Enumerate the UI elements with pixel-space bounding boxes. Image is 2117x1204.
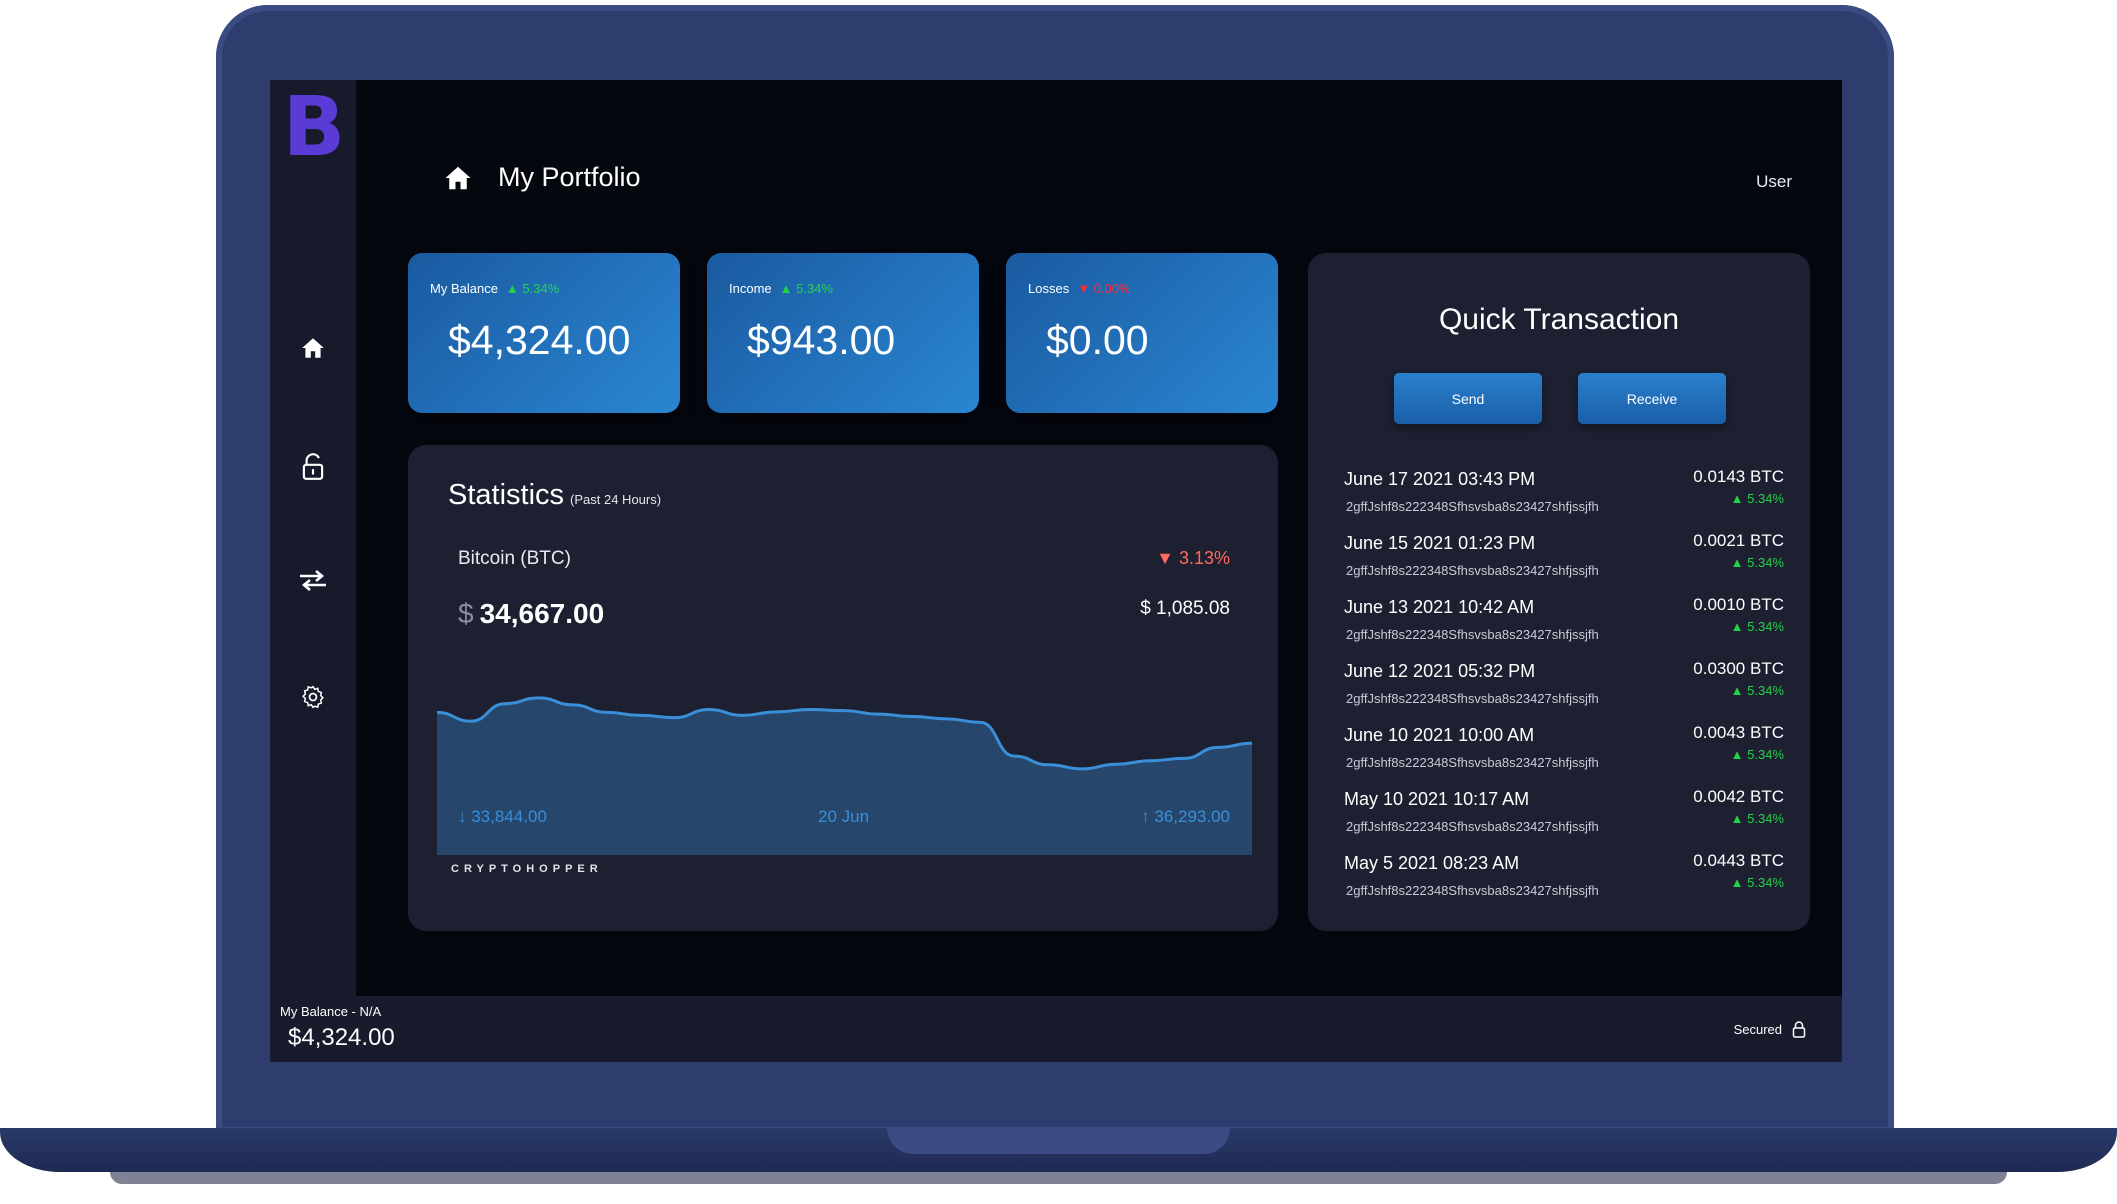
transaction-row[interactable]: May 5 2021 08:23 AM 2gffJshf8s222348Sfhs… — [1344, 851, 1784, 917]
transaction-row[interactable]: June 12 2021 05:32 PM 2gffJshf8s222348Sf… — [1344, 659, 1784, 725]
transaction-row[interactable]: June 17 2021 03:43 PM 2gffJshf8s222348Sf… — [1344, 467, 1784, 533]
transaction-row[interactable]: June 15 2021 01:23 PM 2gffJshf8s222348Sf… — [1344, 531, 1784, 597]
page-header: My Portfolio — [442, 162, 641, 193]
tx-amount: 0.0443 BTC — [1693, 851, 1784, 870]
quick-transaction-panel: Quick Transaction Send Receive June 17 2… — [1308, 253, 1810, 931]
card-change: ▲ 5.34% — [779, 281, 833, 296]
sidebar-item-home[interactable] — [293, 328, 333, 368]
receive-button[interactable]: Receive — [1578, 373, 1726, 424]
quick-transaction-title: Quick Transaction — [1438, 303, 1680, 336]
card-value: $0.00 — [1046, 317, 1149, 363]
tx-amount: 0.0043 BTC — [1693, 723, 1784, 742]
coin-change: ▼ 3.13% — [1156, 548, 1230, 568]
tx-change: ▲ 5.34% — [1730, 555, 1784, 570]
tx-date: May 10 2021 10:17 AM — [1344, 789, 1530, 809]
laptop-shadow — [110, 1172, 2007, 1184]
sidebar-item-transfer[interactable] — [293, 560, 333, 600]
card-label: Losses — [1028, 281, 1070, 296]
income-card: Income ▲ 5.34% $943.00 — [707, 253, 979, 413]
tx-hash: 2gffJshf8s222348Sfhsvsba8s23427shfjssjfh — [1346, 755, 1599, 770]
coin-name: Bitcoin (BTC) — [458, 548, 571, 569]
chart-high-label: ↑ 36,293.00 — [1141, 807, 1230, 826]
tx-amount: 0.0300 BTC — [1693, 659, 1784, 678]
transaction-row[interactable]: May 10 2021 10:17 AM 2gffJshf8s222348Sfh… — [1344, 787, 1784, 853]
tx-hash: 2gffJshf8s222348Sfhsvsba8s23427shfjssjfh — [1346, 883, 1599, 898]
balance-card: My Balance ▲ 5.34% $4,324.00 — [408, 253, 680, 413]
tx-change: ▲ 5.34% — [1730, 491, 1784, 506]
tx-change: ▲ 5.34% — [1730, 811, 1784, 826]
secure-status: Secured — [1734, 1020, 1806, 1038]
transaction-row[interactable]: June 10 2021 10:00 AM 2gffJshf8s222348Sf… — [1344, 723, 1784, 789]
home-icon — [302, 338, 324, 358]
transaction-row[interactable]: June 13 2021 10:42 AM 2gffJshf8s222348Sf… — [1344, 595, 1784, 661]
card-label: Income — [729, 281, 772, 296]
statistics-title: Statistics (Past 24 Hours) — [448, 479, 662, 511]
tx-date: June 12 2021 05:32 PM — [1344, 661, 1536, 681]
chart-low-label: ↓ 33,844.00 — [458, 807, 547, 826]
losses-card: Losses ▼ 0.00% $0.00 — [1006, 253, 1278, 413]
footer-balance-value: $4,324.00 — [288, 1024, 395, 1051]
tx-amount: 0.0143 BTC — [1693, 467, 1784, 486]
sidebar: B — [270, 80, 356, 996]
tx-date: June 10 2021 10:00 AM — [1344, 725, 1535, 745]
coin-delta: $ 1,085.08 — [1140, 598, 1230, 619]
status-bar: My Balance - N/A $4,324.00 Secured — [270, 996, 1842, 1062]
footer-balance-label: My Balance - N/A — [280, 1004, 382, 1019]
tx-change: ▲ 5.34% — [1730, 619, 1784, 634]
chart-date-label: 20 Jun — [818, 807, 870, 826]
card-value: $943.00 — [747, 317, 896, 363]
lock-icon — [1792, 1021, 1806, 1038]
price-chart — [437, 696, 1252, 855]
secure-label: Secured — [1733, 1021, 1782, 1037]
tx-amount: 0.0042 BTC — [1693, 787, 1784, 806]
transfer-arrows-icon — [300, 570, 326, 591]
card-change: ▼ 0.00% — [1077, 281, 1131, 296]
card-change: ▲ 5.34% — [505, 281, 560, 296]
app-screen: B My Portfolio User My Balance ▲ 5.34% $4… — [270, 80, 1842, 1062]
cryptohopper-logo: CRYPTOHOPPER — [451, 863, 603, 875]
tx-amount: 0.0010 BTC — [1693, 595, 1784, 614]
sidebar-item-settings[interactable] — [293, 677, 333, 717]
user-menu[interactable]: User — [1756, 172, 1792, 191]
currency-symbol: $ — [458, 598, 474, 629]
chart-series-line — [437, 696, 1252, 771]
coin-price: $34,667.00 — [458, 598, 605, 629]
tx-hash: 2gffJshf8s222348Sfhsvsba8s23427shfjssjfh — [1346, 563, 1599, 578]
tx-hash: 2gffJshf8s222348Sfhsvsba8s23427shfjssjfh — [1346, 819, 1599, 834]
laptop-hinge-notch — [887, 1128, 1230, 1154]
tx-change: ▲ 5.34% — [1730, 683, 1784, 698]
tx-date: May 5 2021 08:23 AM — [1344, 853, 1520, 873]
card-value: $4,324.00 — [448, 317, 631, 363]
tx-hash: 2gffJshf8s222348Sfhsvsba8s23427shfjssjfh — [1346, 499, 1599, 514]
unlock-icon — [302, 453, 324, 480]
tx-change: ▲ 5.34% — [1730, 747, 1784, 762]
home-icon — [445, 166, 471, 189]
app-logo[interactable]: B — [282, 80, 346, 175]
sidebar-item-security[interactable] — [293, 447, 333, 487]
tx-date: June 15 2021 01:23 PM — [1344, 533, 1536, 553]
card-label: My Balance — [430, 281, 498, 296]
tx-hash: 2gffJshf8s222348Sfhsvsba8s23427shfjssjfh — [1346, 691, 1599, 706]
tx-date: June 13 2021 10:42 AM — [1344, 597, 1535, 617]
gear-icon — [302, 685, 324, 709]
page-title: My Portfolio — [498, 162, 641, 192]
tx-hash: 2gffJshf8s222348Sfhsvsba8s23427shfjssjfh — [1346, 627, 1599, 642]
statistics-subtitle: (Past 24 Hours) — [570, 492, 662, 507]
chart-area-fill — [437, 697, 1252, 855]
tx-change: ▲ 5.34% — [1730, 875, 1784, 890]
statistics-panel: Statistics (Past 24 Hours) Bitcoin (BTC) … — [408, 445, 1278, 931]
tx-amount: 0.0021 BTC — [1693, 531, 1784, 550]
tx-date: June 17 2021 03:43 PM — [1344, 469, 1536, 489]
transaction-list: June 17 2021 03:43 PM 2gffJshf8s222348Sf… — [1344, 467, 1784, 917]
send-button[interactable]: Send — [1394, 373, 1542, 424]
